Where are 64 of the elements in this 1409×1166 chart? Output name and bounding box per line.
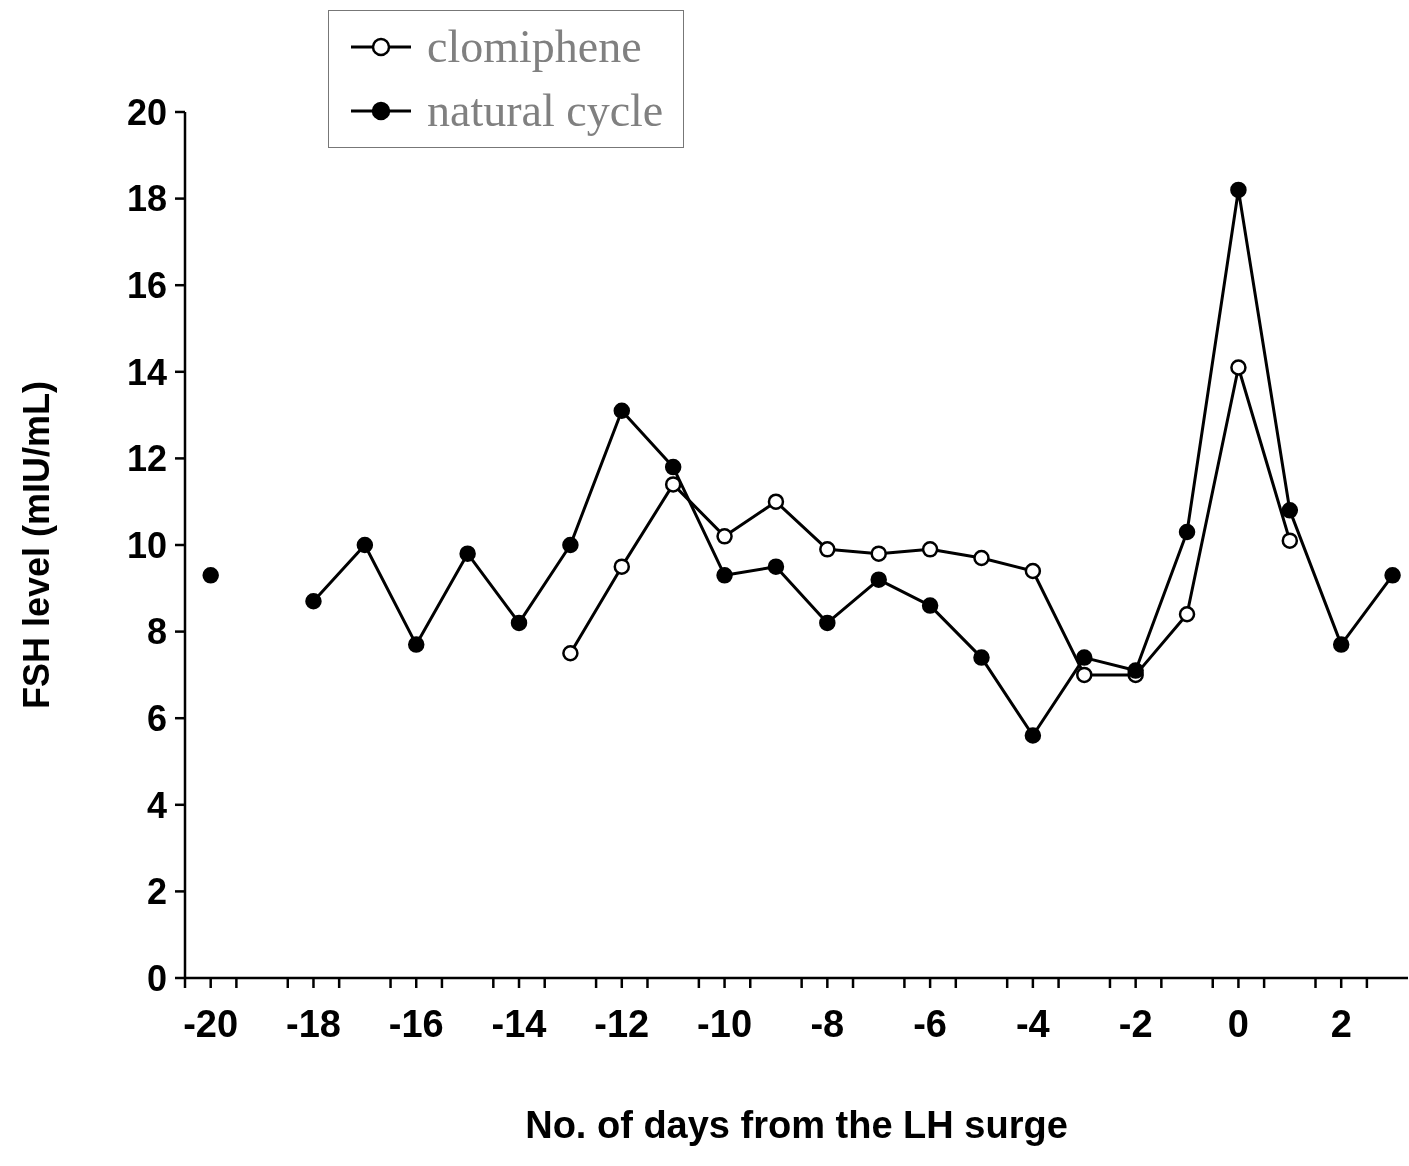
x-tick-label: 0 <box>1227 1002 1249 1045</box>
point <box>562 645 579 662</box>
point <box>1178 523 1196 541</box>
point <box>1230 359 1247 376</box>
point <box>1024 727 1042 744</box>
x-tick-label: -8 <box>810 1002 845 1045</box>
point <box>1281 502 1299 519</box>
point <box>202 567 219 584</box>
x-tick-label: -16 <box>388 1002 444 1045</box>
point <box>1384 567 1401 584</box>
y-axis-title: FSH level (mIU/mL) <box>15 380 57 710</box>
point <box>1076 649 1093 666</box>
point <box>1332 636 1350 653</box>
y-tick-label: 14 <box>126 351 167 393</box>
x-tick-label: -18 <box>286 1002 341 1045</box>
point <box>716 528 733 545</box>
point <box>1178 606 1196 623</box>
x-tick-label: -12 <box>594 1002 650 1045</box>
x-tick-label: -20 <box>183 1002 239 1045</box>
point <box>767 493 785 510</box>
legend-label: natural cycle <box>427 84 664 138</box>
x-tick-label: -10 <box>697 1002 753 1045</box>
point <box>1024 562 1042 580</box>
x-tick-label: -6 <box>913 1002 947 1045</box>
point <box>356 536 374 554</box>
point <box>459 545 476 562</box>
point <box>562 536 579 554</box>
point <box>613 558 631 575</box>
x-tick-label: 2 <box>1330 1002 1352 1045</box>
point <box>870 545 887 562</box>
y-tick-label: 8 <box>146 611 167 653</box>
point <box>973 549 990 567</box>
point <box>716 567 733 584</box>
point <box>407 636 425 653</box>
point <box>664 476 682 493</box>
y-tick-label: 12 <box>126 438 167 480</box>
y-tick-label: 2 <box>146 871 167 913</box>
y-tick-label: 16 <box>126 264 167 306</box>
point <box>1230 181 1247 199</box>
y-tick-label: 0 <box>146 957 167 999</box>
y-tick-label: 10 <box>126 524 167 566</box>
point <box>510 614 528 632</box>
x-tick-label: -14 <box>491 1002 547 1045</box>
x-tick-label: -2 <box>1118 1002 1153 1045</box>
point <box>921 597 939 614</box>
point <box>921 541 939 558</box>
point <box>819 614 836 632</box>
point <box>1076 666 1093 684</box>
x-axis-title: No. of days from the LH surge <box>525 1104 1068 1146</box>
point <box>870 571 887 588</box>
point <box>973 649 990 666</box>
point <box>819 541 836 558</box>
y-tick-label: 6 <box>146 697 167 739</box>
y-tick-label: 18 <box>126 178 167 220</box>
y-tick-label: 4 <box>146 784 167 826</box>
point <box>613 402 631 420</box>
point <box>1127 662 1144 679</box>
point <box>305 593 322 610</box>
x-tick-label: -4 <box>1015 1002 1050 1045</box>
point <box>664 458 682 476</box>
legend-label: clomiphene <box>427 20 642 74</box>
point <box>767 558 785 575</box>
y-tick-label: 20 <box>126 91 167 133</box>
point <box>1281 532 1299 549</box>
